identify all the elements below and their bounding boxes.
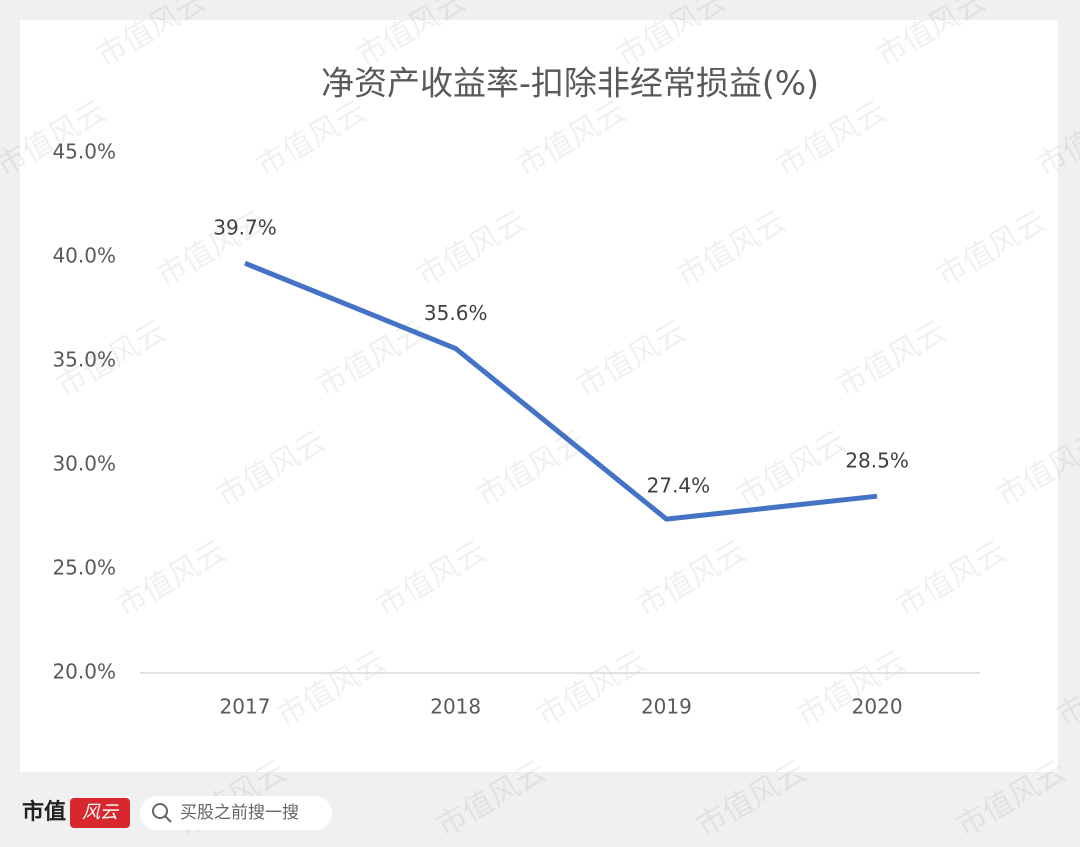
search-box[interactable] xyxy=(140,796,332,830)
data-label: 28.5% xyxy=(845,449,909,473)
line xyxy=(244,260,878,522)
x-tick-label: 2018 xyxy=(430,695,481,719)
data-label: 27.4% xyxy=(647,474,711,498)
x-tick-label: 2017 xyxy=(220,695,271,719)
data-label: 35.6% xyxy=(424,301,488,325)
chart-title: 净资产收益率-扣除非经常损益(%) xyxy=(321,64,819,103)
x-tick-label: 2019 xyxy=(641,695,692,719)
y-tick-label: 40.0% xyxy=(52,244,116,268)
brand: 市值 xyxy=(22,799,66,825)
search-icon-handle xyxy=(164,815,172,823)
brand-mark: 风云 xyxy=(82,802,120,823)
data-label: 39.7% xyxy=(213,216,277,240)
y-tick-label: 20.0% xyxy=(52,660,116,684)
x-tick-label: 2020 xyxy=(852,695,903,719)
y-tick-label: 25.0% xyxy=(52,556,116,580)
search-icon xyxy=(152,803,168,819)
brand-mark-box xyxy=(70,798,130,828)
chart-card xyxy=(20,20,1058,772)
y-tick-label: 30.0% xyxy=(52,452,116,476)
search-placeholder: 买股之前搜一搜 xyxy=(180,803,299,823)
y-tick-label: 35.0% xyxy=(52,348,116,372)
y-tick-label: 45.0% xyxy=(52,140,116,164)
plot: 20.0% 25.0% 30.0% 35.0% 40.0% 45.0% 2017 2018 20… xyxy=(52,140,908,719)
